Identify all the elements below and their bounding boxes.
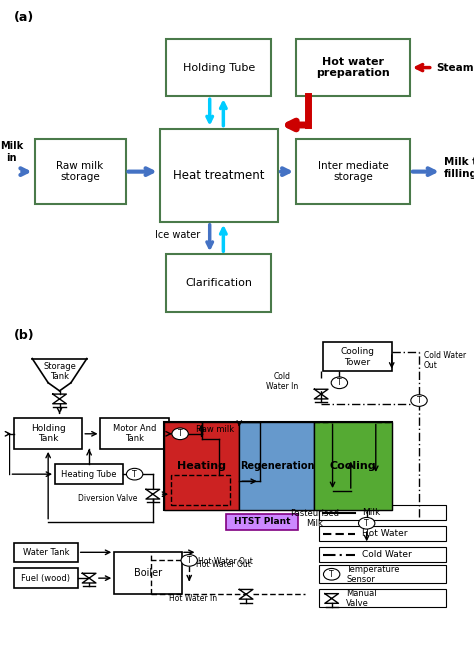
- Text: Manual
Valve: Manual Valve: [346, 588, 377, 608]
- Text: Boiler: Boiler: [134, 568, 162, 579]
- FancyBboxPatch shape: [164, 422, 239, 510]
- FancyBboxPatch shape: [319, 548, 447, 562]
- FancyBboxPatch shape: [14, 542, 78, 562]
- FancyBboxPatch shape: [296, 139, 410, 204]
- Circle shape: [181, 555, 197, 566]
- FancyBboxPatch shape: [319, 505, 447, 520]
- Text: Heat treatment: Heat treatment: [173, 169, 264, 182]
- Text: T: T: [365, 519, 369, 528]
- Text: Cold Water
Out: Cold Water Out: [424, 351, 465, 370]
- Circle shape: [172, 428, 188, 440]
- FancyBboxPatch shape: [166, 39, 271, 96]
- FancyBboxPatch shape: [35, 139, 126, 204]
- FancyBboxPatch shape: [14, 418, 82, 449]
- Text: Diversion Valve: Diversion Valve: [78, 494, 137, 503]
- FancyBboxPatch shape: [226, 513, 299, 530]
- Text: Cold
Water In: Cold Water In: [266, 372, 299, 391]
- Text: Hot Water Out: Hot Water Out: [198, 557, 253, 565]
- Text: T: T: [329, 570, 334, 579]
- FancyBboxPatch shape: [114, 552, 182, 594]
- Text: Hot Water: Hot Water: [362, 529, 408, 538]
- Text: Water Tank: Water Tank: [23, 548, 69, 557]
- Circle shape: [127, 469, 143, 480]
- Text: Raw milk
storage: Raw milk storage: [56, 161, 104, 183]
- Text: Holding Tube: Holding Tube: [182, 63, 255, 72]
- Text: Pasteurised
Milk: Pasteurised Milk: [290, 509, 339, 529]
- Text: Cooling: Cooling: [330, 461, 376, 471]
- Text: Heating Tube: Heating Tube: [61, 469, 117, 478]
- Text: HTST Plant: HTST Plant: [234, 517, 290, 526]
- Text: Regeneration: Regeneration: [240, 461, 314, 471]
- Text: T: T: [337, 378, 342, 387]
- Text: Hot Water Out: Hot Water Out: [196, 560, 251, 569]
- Text: Steam: Steam: [436, 63, 474, 72]
- Text: Holding
Tank: Holding Tank: [31, 424, 65, 444]
- FancyBboxPatch shape: [14, 569, 78, 588]
- FancyBboxPatch shape: [55, 463, 123, 484]
- FancyBboxPatch shape: [319, 589, 447, 607]
- FancyBboxPatch shape: [100, 418, 169, 449]
- Text: T: T: [187, 556, 191, 565]
- Text: Cold Water: Cold Water: [362, 550, 412, 559]
- Circle shape: [331, 377, 347, 389]
- Text: Hot water
preparation: Hot water preparation: [316, 57, 390, 78]
- Text: Motor And
Tank: Motor And Tank: [113, 424, 156, 444]
- Text: T: T: [178, 429, 182, 438]
- Text: T: T: [417, 396, 421, 405]
- FancyBboxPatch shape: [160, 129, 278, 222]
- Text: Heating: Heating: [177, 461, 226, 471]
- Text: Milk: Milk: [362, 508, 381, 517]
- Text: Fuel (wood): Fuel (wood): [21, 573, 70, 583]
- Text: Storage
Tank: Storage Tank: [43, 362, 76, 381]
- FancyBboxPatch shape: [296, 39, 410, 96]
- Text: T: T: [132, 470, 137, 478]
- Circle shape: [358, 517, 375, 529]
- Text: Inter mediate
storage: Inter mediate storage: [318, 161, 388, 183]
- FancyBboxPatch shape: [319, 565, 447, 583]
- Text: (a): (a): [14, 11, 34, 24]
- Text: (b): (b): [14, 330, 35, 342]
- Text: Milk
in: Milk in: [0, 141, 23, 163]
- Circle shape: [411, 395, 427, 407]
- Text: Temperature
Sensor: Temperature Sensor: [346, 565, 400, 584]
- FancyBboxPatch shape: [319, 527, 447, 541]
- Text: Cooling
Tower: Cooling Tower: [341, 347, 374, 366]
- Text: Raw milk: Raw milk: [196, 425, 234, 434]
- Text: Milk to
filling: Milk to filling: [444, 158, 474, 179]
- Circle shape: [323, 569, 340, 580]
- FancyBboxPatch shape: [166, 254, 271, 312]
- FancyBboxPatch shape: [323, 343, 392, 372]
- Text: Hot Water In: Hot Water In: [169, 594, 217, 603]
- Text: Ice water: Ice water: [155, 230, 201, 240]
- FancyBboxPatch shape: [239, 422, 314, 510]
- FancyBboxPatch shape: [314, 422, 392, 510]
- Text: Clarification: Clarification: [185, 278, 252, 288]
